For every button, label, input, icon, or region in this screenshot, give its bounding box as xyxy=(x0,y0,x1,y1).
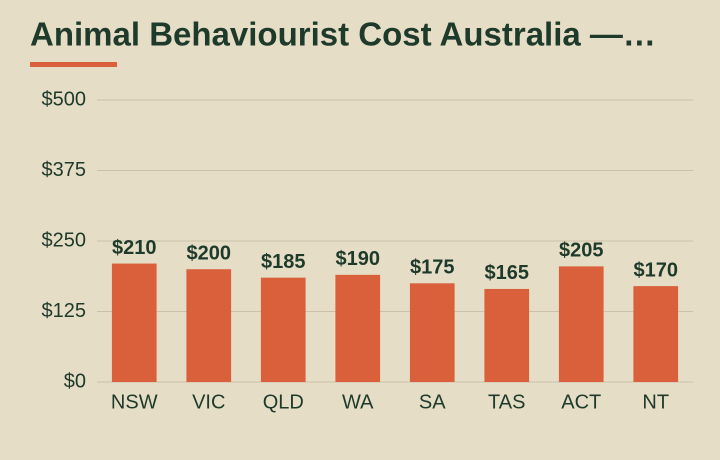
value-label: $210 xyxy=(112,237,157,259)
value-label: $165 xyxy=(485,262,530,284)
title-accent xyxy=(30,62,117,67)
bar xyxy=(186,269,232,382)
bar xyxy=(633,286,679,382)
x-tick-label: WA xyxy=(342,391,374,413)
x-tick-label: TAS xyxy=(488,391,525,413)
bar xyxy=(484,288,530,382)
bar xyxy=(260,277,306,382)
x-tick-label: ACT xyxy=(561,391,601,413)
bar xyxy=(335,274,381,382)
value-label: $170 xyxy=(634,259,679,281)
y-tick-label: $125 xyxy=(42,300,87,322)
value-label: $185 xyxy=(261,251,306,273)
bar xyxy=(558,266,604,382)
bar xyxy=(409,283,455,382)
y-tick-label: $500 xyxy=(42,88,87,110)
x-tick-label: VIC xyxy=(192,391,225,413)
value-label: $205 xyxy=(559,240,604,262)
y-tick-label: $0 xyxy=(64,370,86,392)
x-tick-label: NT xyxy=(642,391,669,413)
chart-title: Animal Behaviourist Cost Australia —… xyxy=(30,16,656,53)
y-tick-label: $250 xyxy=(42,229,87,251)
y-tick-label: $375 xyxy=(42,159,87,181)
x-tick-label: NSW xyxy=(111,391,158,413)
bar xyxy=(111,263,157,382)
value-label: $175 xyxy=(410,257,455,279)
value-label: $200 xyxy=(187,242,232,264)
x-tick-label: QLD xyxy=(263,391,304,413)
value-label: $190 xyxy=(336,248,381,270)
x-tick-label: SA xyxy=(419,391,446,413)
